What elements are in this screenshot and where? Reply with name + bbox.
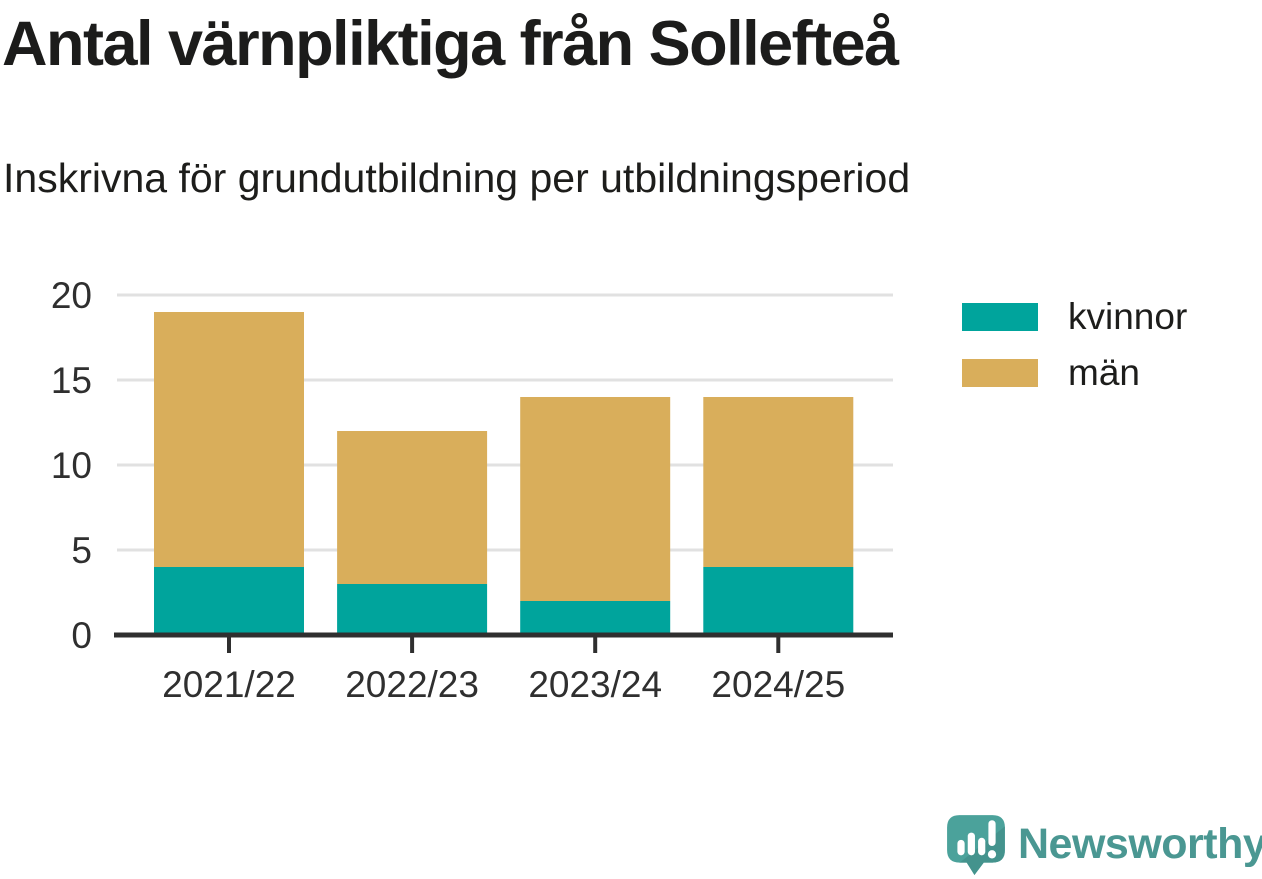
y-tick-label: 15: [51, 360, 92, 401]
x-tick-label: 2023/24: [528, 664, 662, 705]
legend-item-kvinnor: kvinnor: [962, 296, 1187, 337]
legend-label-man: män: [1068, 352, 1140, 393]
logo-exclamation: [987, 820, 997, 859]
y-tick-label: 20: [51, 275, 92, 316]
y-tick-label: 10: [51, 445, 92, 486]
bar-segment-män: [337, 431, 488, 584]
newsworthy-logo-text: Newsworthy: [1018, 820, 1262, 868]
bar-segment-män: [520, 397, 671, 601]
chart-subtitle: Inskrivna för grundutbildning per utbild…: [3, 155, 911, 201]
logo-chart-bars: [957, 832, 986, 856]
newsworthy-logo-icon: [947, 815, 1005, 875]
newsworthy-logo: Newsworthy: [945, 813, 1262, 876]
legend-swatch-kvinnor: [962, 303, 1038, 331]
bar-segment-kvinnor: [337, 584, 488, 635]
chart-legend: kvinnor män: [962, 296, 1187, 415]
x-tick-label: 2022/23: [345, 664, 479, 705]
y-tick-label: 0: [71, 615, 92, 656]
stacked-bar-chart: 2021/22 2022/23 2023/24 2024/25 0 5 10 15 20: [51, 275, 893, 705]
legend-label-kvinnor: kvinnor: [1068, 296, 1188, 337]
x-tick-label: 2024/25: [711, 664, 845, 705]
bar-segment-män: [154, 312, 304, 567]
chart-title: Antal värnpliktiga från Sollefteå: [2, 9, 899, 79]
legend-swatch-man: [962, 359, 1038, 387]
bar-segment-kvinnor: [154, 567, 304, 635]
legend-item-man: män: [962, 352, 1187, 393]
bar-segment-kvinnor: [520, 601, 671, 635]
bar-segment-män: [703, 397, 854, 567]
x-tick-label: 2021/22: [162, 664, 296, 705]
bar-segment-kvinnor: [703, 567, 854, 635]
y-tick-label: 5: [71, 530, 92, 571]
